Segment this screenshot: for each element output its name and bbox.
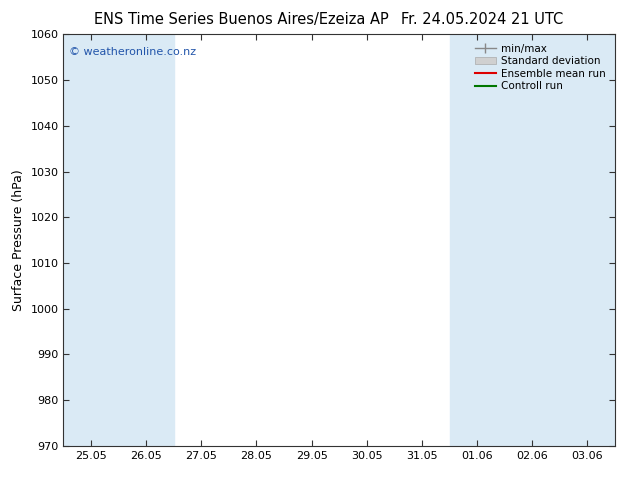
Bar [63, 34, 119, 446]
Bar [560, 34, 615, 446]
Text: ENS Time Series Buenos Aires/Ezeiza AP: ENS Time Series Buenos Aires/Ezeiza AP [94, 12, 388, 27]
Legend: min/max, Standard deviation, Ensemble mean run, Controll run: min/max, Standard deviation, Ensemble me… [470, 40, 610, 96]
Bar [450, 34, 505, 446]
Text: Fr. 24.05.2024 21 UTC: Fr. 24.05.2024 21 UTC [401, 12, 563, 27]
Bar [119, 34, 174, 446]
Y-axis label: Surface Pressure (hPa): Surface Pressure (hPa) [12, 169, 25, 311]
Bar [505, 34, 560, 446]
Text: © weatheronline.co.nz: © weatheronline.co.nz [69, 47, 196, 57]
